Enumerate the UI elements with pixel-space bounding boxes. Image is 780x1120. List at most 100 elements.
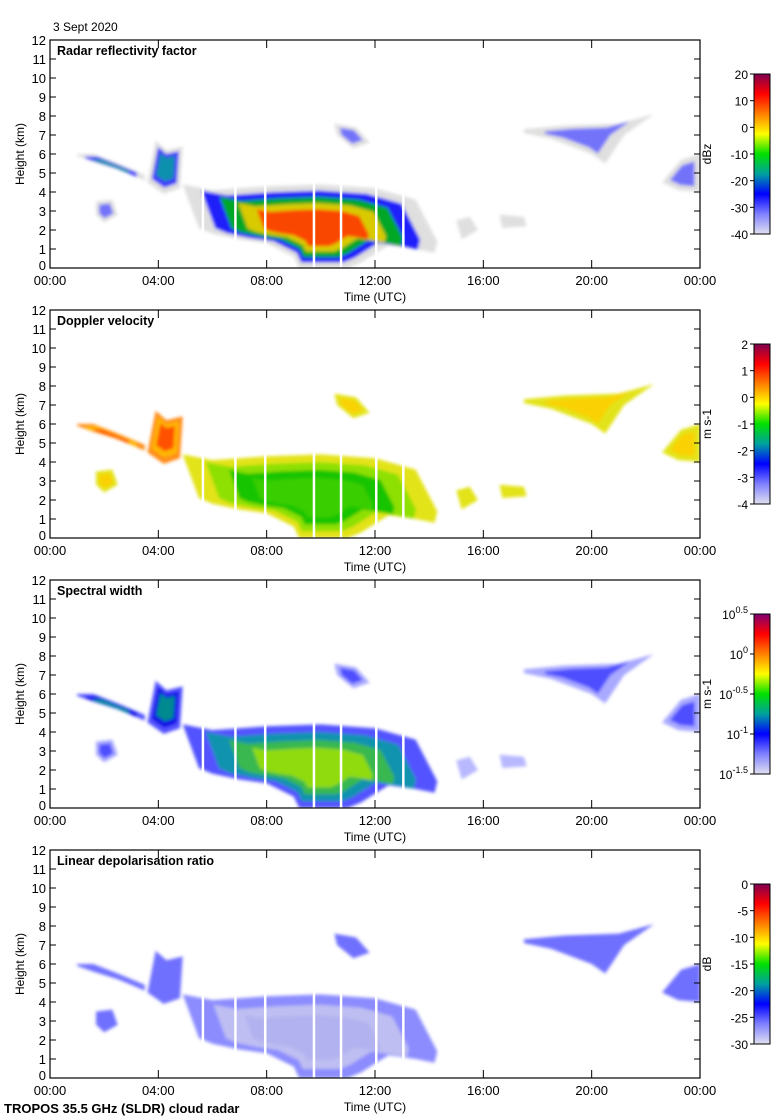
y-tick-label: 9 — [39, 900, 46, 915]
x-tick-label: 08:00 — [250, 813, 283, 828]
data-gap — [201, 450, 205, 538]
y-tick-label: 4 — [39, 995, 46, 1010]
data-gap — [234, 450, 237, 538]
data-gap — [201, 990, 205, 1078]
data-gap — [312, 720, 316, 808]
y-tick-label: 1 — [39, 512, 46, 527]
y-tick-label: 8 — [39, 109, 46, 124]
exponent: -1.5 — [732, 765, 748, 775]
colorbar-tick-label: -4 — [737, 498, 748, 512]
colorbar-tick-label: 100.5 — [722, 605, 748, 622]
echo-region-weak — [662, 964, 700, 1002]
echo-region-mid — [156, 692, 175, 722]
x-axis-label: Time (UTC) — [344, 290, 406, 304]
y-tick-label: 3 — [39, 474, 46, 489]
colorbar — [753, 343, 771, 505]
colorbar — [753, 613, 771, 775]
x-tick-label: 12:00 — [359, 813, 392, 828]
colorbar-tick-label: -25 — [731, 1011, 749, 1025]
echo-region-weak — [334, 933, 370, 959]
colorbar-tick-label: -40 — [731, 228, 749, 242]
x-tick-label: 20:00 — [575, 1083, 608, 1098]
echo-region-weak — [545, 661, 630, 694]
colorbar-tick-label: -3 — [737, 471, 748, 485]
data-gap — [263, 450, 267, 538]
data-gap — [375, 720, 378, 808]
data-gap — [312, 450, 316, 538]
x-tick-label: 00:00 — [34, 813, 67, 828]
colorbar-tick-label: 2 — [741, 338, 748, 352]
echo-region-weak — [339, 667, 363, 684]
y-tick-label: 7 — [39, 398, 46, 413]
panel-title: Spectral width — [57, 584, 142, 598]
data-gap — [312, 180, 316, 268]
y-tick-label: 8 — [39, 649, 46, 664]
y-tick-label: 4 — [39, 725, 46, 740]
x-tick-label: 16:00 — [467, 273, 500, 288]
echo-region-weak — [669, 431, 695, 457]
y-tick-label: 3 — [39, 204, 46, 219]
echo-region-weak — [99, 203, 114, 219]
echo-region-weak — [96, 1009, 118, 1033]
colorbar-tick-label: -10 — [731, 931, 749, 945]
x-tick-label: 16:00 — [467, 1083, 500, 1098]
y-tick-label: 12 — [32, 33, 46, 48]
data-gap — [312, 990, 316, 1078]
colorbar-tick-label: 20 — [735, 68, 749, 82]
echo-layer — [77, 114, 700, 268]
x-axis-label: Time (UTC) — [344, 1100, 406, 1114]
y-tick-label: 10 — [32, 341, 46, 356]
x-tick-label: 20:00 — [575, 813, 608, 828]
data-gap — [402, 180, 405, 268]
y-tick-label: 8 — [39, 919, 46, 934]
y-tick-label: 0 — [39, 1068, 46, 1083]
y-tick-label: 9 — [39, 630, 46, 645]
echo-region-weak — [339, 127, 363, 144]
colorbar-tick-label: 10-1.5 — [719, 765, 748, 782]
data-gap — [234, 720, 237, 808]
x-tick-label: 16:00 — [467, 813, 500, 828]
data-gap — [263, 180, 267, 268]
y-tick-label: 1 — [39, 782, 46, 797]
exponent: -1 — [740, 725, 748, 735]
echo-region-main — [252, 477, 374, 518]
y-tick-label: 11 — [33, 862, 47, 877]
x-tick-label: 00:00 — [34, 1083, 67, 1098]
colorbar-tick-label: -15 — [731, 958, 749, 972]
x-tick-label: 20:00 — [575, 273, 608, 288]
x-tick-label: 12:00 — [359, 543, 392, 558]
data-gap — [234, 180, 237, 268]
data-gap — [339, 180, 343, 268]
echo-region-weak — [99, 743, 114, 759]
y-axis-label: Height (km) — [13, 663, 27, 725]
colorbar-tick-label: -1 — [737, 418, 748, 432]
x-tick-label: 04:00 — [142, 1083, 175, 1098]
echo-region-faint — [499, 484, 527, 499]
data-gap — [402, 720, 405, 808]
y-tick-label: 5 — [39, 706, 46, 721]
echo-region-weak — [339, 397, 363, 414]
colorbar-tick-label: 10-0.5 — [719, 685, 748, 702]
x-axis-label: Time (UTC) — [344, 560, 406, 574]
echo-region-faint — [456, 756, 478, 780]
x-tick-label: 12:00 — [359, 1083, 392, 1098]
x-tick-label: 00:00 — [684, 273, 717, 288]
x-axis-label: Time (UTC) — [344, 830, 406, 844]
x-tick-label: 12:00 — [359, 273, 392, 288]
colorbar-tick-label: -20 — [731, 175, 749, 189]
data-gap — [339, 720, 343, 808]
y-tick-label: 2 — [39, 493, 46, 508]
y-tick-label: 12 — [32, 303, 46, 318]
y-tick-label: 0 — [39, 798, 46, 813]
y-tick-label: 7 — [39, 938, 46, 953]
data-gap — [339, 990, 343, 1078]
colorbar-tick-label: 0 — [741, 878, 748, 892]
echo-region-mid — [156, 152, 175, 182]
colorbar-tick-label: -30 — [731, 1038, 749, 1052]
y-tick-label: 1 — [39, 242, 46, 257]
y-tick-label: 11 — [33, 322, 47, 337]
y-tick-label: 1 — [39, 1052, 46, 1067]
echo-region-mid — [92, 159, 129, 174]
y-tick-label: 0 — [39, 528, 46, 543]
